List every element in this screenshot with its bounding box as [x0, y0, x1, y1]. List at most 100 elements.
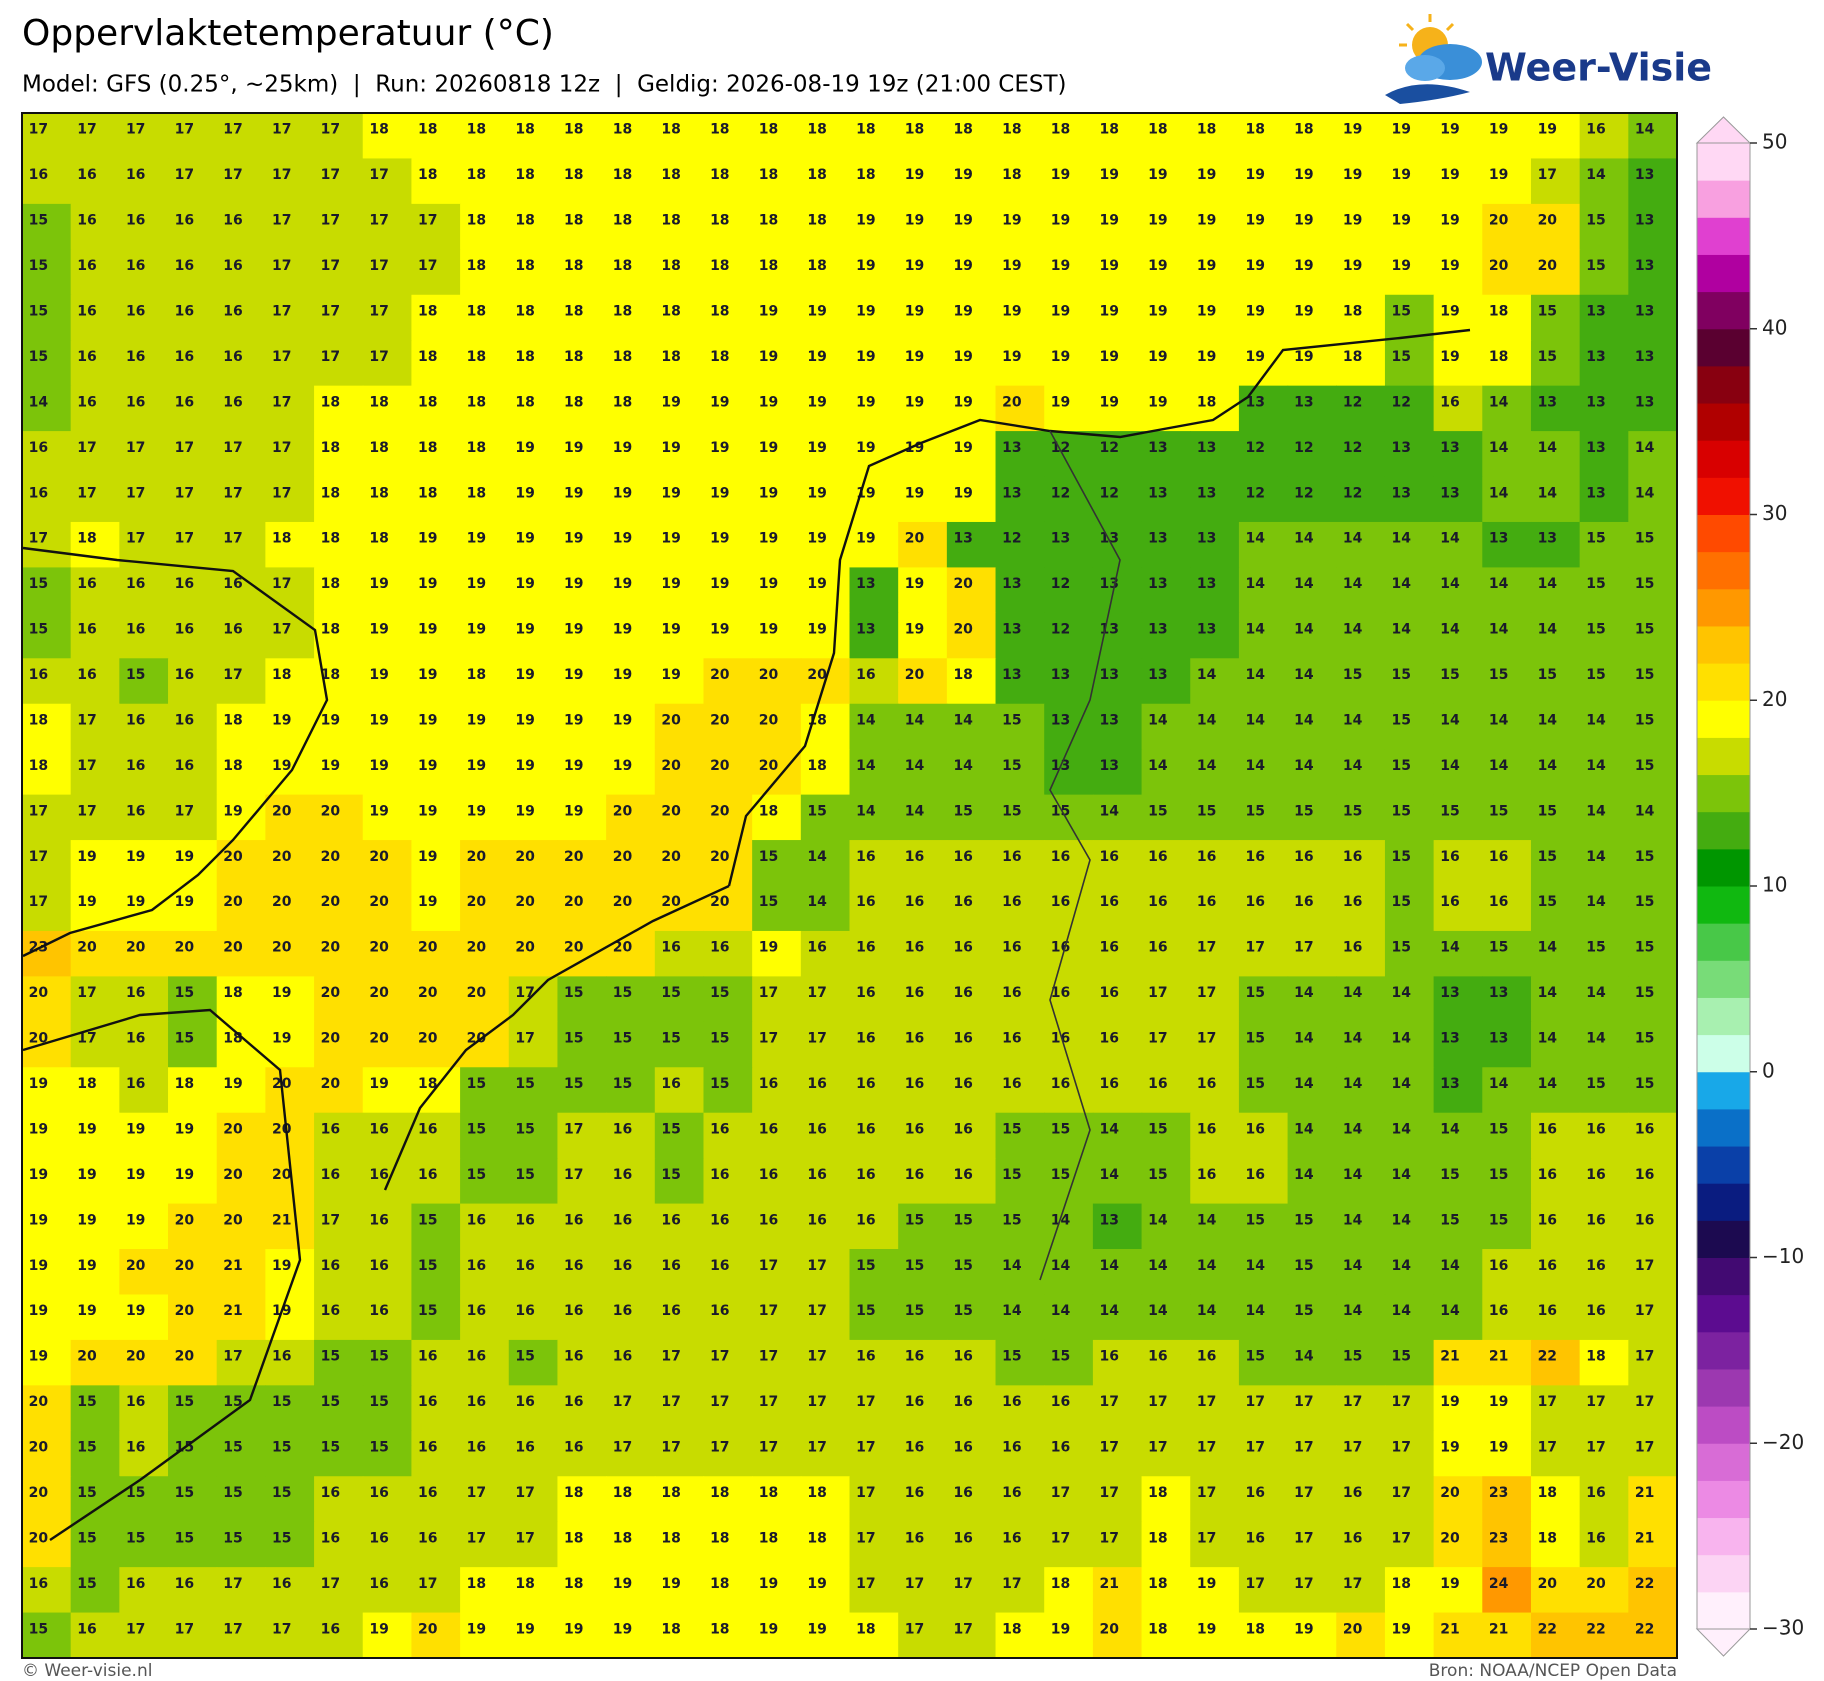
temperature-label: 19 — [418, 803, 437, 819]
temperature-label: 16 — [1294, 894, 1313, 910]
colorbar-bin — [1697, 477, 1750, 515]
temperature-label: 19 — [272, 712, 291, 728]
temperature-cell — [946, 567, 997, 614]
temperature-label: 15 — [1489, 940, 1508, 956]
temperature-label: 17 — [369, 258, 388, 274]
temperature-label: 20 — [369, 985, 389, 1001]
temperature-label: 20 — [467, 985, 487, 1001]
temperature-label: 16 — [807, 940, 826, 956]
temperature-cell — [1238, 1476, 1289, 1523]
temperature-label: 15 — [661, 1031, 680, 1047]
temperature-label: 18 — [613, 213, 632, 229]
temperature-cell — [1336, 249, 1386, 296]
temperature-cell — [1044, 930, 1094, 977]
temperature-cell — [119, 567, 169, 614]
temperature-label: 13 — [1392, 440, 1411, 456]
temperature-cell — [1044, 885, 1094, 932]
temperature-cell — [849, 203, 899, 250]
temperature-label: 19 — [369, 712, 388, 728]
temperature-label: 18 — [661, 349, 680, 365]
temperature-cell — [1482, 1385, 1532, 1432]
temperature-label: 15 — [29, 258, 48, 274]
temperature-cell — [654, 249, 705, 296]
temperature-label: 18 — [369, 122, 388, 138]
temperature-label: 14 — [1343, 1258, 1363, 1274]
temperature-label: 16 — [1538, 1121, 1557, 1137]
temperature-label: 15 — [1489, 1121, 1508, 1137]
temperature-cell — [1190, 1567, 1240, 1614]
temperature-cell — [314, 431, 364, 478]
temperature-label: 16 — [29, 1576, 48, 1592]
temperature-label: 16 — [223, 258, 242, 274]
temperature-cell — [1287, 294, 1337, 341]
temperature-cell — [1190, 249, 1240, 296]
temperature-label: 15 — [77, 1576, 96, 1592]
temperature-cell — [752, 385, 802, 432]
temperature-label: 15 — [272, 1394, 291, 1410]
temperature-label: 13 — [1148, 485, 1167, 501]
temperature-cell — [557, 1067, 607, 1114]
temperature-label: 20 — [467, 1031, 487, 1047]
temperature-label: 19 — [856, 440, 875, 456]
temperature-cell — [1530, 1021, 1581, 1068]
temperature-cell — [946, 1021, 997, 1068]
temperature-cell — [1579, 385, 1629, 432]
temperature-cell — [1433, 1158, 1483, 1205]
temperature-label: 19 — [515, 440, 534, 456]
temperature-label: 20 — [272, 849, 292, 865]
temperature-cell — [460, 567, 510, 614]
temperature-label: 18 — [905, 122, 924, 138]
temperature-label: 18 — [369, 394, 388, 410]
temperature-cell — [1433, 203, 1483, 250]
temperature-cell — [898, 385, 948, 432]
temperature-label: 19 — [856, 258, 875, 274]
temperature-cell — [654, 113, 705, 160]
temperature-label: 17 — [29, 849, 48, 865]
temperature-label: 18 — [467, 1576, 486, 1592]
temperature-label: 14 — [1440, 576, 1460, 592]
temperature-cell — [1336, 1249, 1386, 1296]
temperature-label: 16 — [29, 440, 48, 456]
temperature-label: 14 — [1586, 803, 1606, 819]
temperature-label: 19 — [272, 985, 291, 1001]
temperature-label: 16 — [515, 1258, 534, 1274]
temperature-cell — [800, 1567, 851, 1614]
temperature-label: 22 — [1635, 1621, 1654, 1637]
temperature-cell — [1530, 1521, 1581, 1568]
temperature-cell — [898, 703, 948, 750]
temperature-cell — [216, 976, 266, 1023]
temperature-cell — [1433, 1430, 1483, 1477]
temperature-cell — [1092, 1339, 1143, 1386]
temperature-label: 16 — [1635, 1212, 1654, 1228]
temperature-label: 22 — [1586, 1621, 1605, 1637]
temperature-label: 17 — [1392, 1440, 1411, 1456]
temperature-cell — [1530, 1612, 1581, 1659]
temperature-cell — [1530, 976, 1581, 1023]
temperature-cell — [314, 113, 364, 160]
temperature-label: 17 — [272, 167, 291, 183]
temperature-cell — [1482, 385, 1532, 432]
temperature-label: 17 — [613, 1440, 632, 1456]
temperature-cell — [362, 612, 413, 659]
temperature-label: 16 — [467, 1349, 486, 1365]
temperature-label: 18 — [807, 122, 826, 138]
temperature-label: 19 — [1051, 213, 1070, 229]
temperature-cell — [314, 294, 364, 341]
temperature-cell — [752, 1203, 802, 1250]
temperature-label: 17 — [77, 122, 96, 138]
temperature-label: 16 — [1586, 1121, 1605, 1137]
temperature-label: 19 — [661, 667, 680, 683]
temperature-label: 16 — [905, 1440, 924, 1456]
temperature-label: 18 — [1343, 349, 1362, 365]
temperature-cell — [216, 1067, 266, 1114]
temperature-label: 20 — [564, 940, 584, 956]
temperature-label: 16 — [1586, 1258, 1605, 1274]
temperature-label: 16 — [710, 1258, 729, 1274]
temperature-cell — [1336, 113, 1386, 160]
temperature-label: 16 — [126, 1394, 145, 1410]
temperature-cell — [849, 612, 899, 659]
temperature-cell — [1238, 794, 1289, 841]
temperature-cell — [1287, 1521, 1337, 1568]
temperature-label: 16 — [1197, 849, 1216, 865]
temperature-cell — [508, 1339, 559, 1386]
